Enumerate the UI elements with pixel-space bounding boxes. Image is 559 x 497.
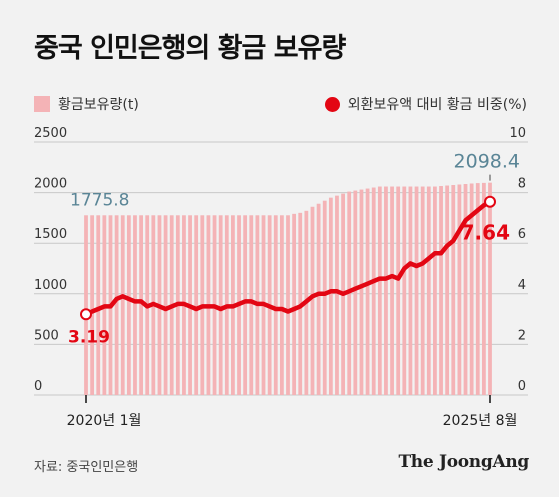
- bar: [481, 182, 486, 395]
- bar: [420, 186, 425, 395]
- bar: [353, 190, 358, 395]
- bar: [139, 215, 143, 395]
- bar: [402, 186, 407, 395]
- bar: [396, 186, 401, 395]
- bar: [365, 188, 370, 395]
- bar: [426, 186, 431, 395]
- bar: [90, 215, 95, 395]
- bar: [84, 215, 88, 395]
- line-last-label: 7.64: [461, 221, 510, 245]
- bar: [433, 186, 437, 395]
- bar: [273, 215, 278, 395]
- bar: [371, 187, 376, 395]
- bar: [469, 183, 474, 395]
- bar: [451, 185, 456, 395]
- y-right-tick-label: 4: [518, 278, 526, 293]
- bar: [163, 215, 168, 395]
- bar: [384, 186, 388, 395]
- bar: [243, 215, 248, 395]
- bar: [310, 206, 315, 395]
- y-left-tick-label: 0: [34, 379, 42, 394]
- bar: [408, 186, 413, 395]
- publisher-logo: The JoongAng: [398, 452, 529, 472]
- y-right-tick-label: 0: [518, 379, 526, 394]
- legend-line-label: 외환보유액 대비 황금 비중(%): [347, 97, 527, 113]
- y-left-tick-label: 2000: [34, 177, 67, 192]
- y-left-tick-label: 1000: [34, 278, 67, 293]
- legend-bar-swatch: [34, 96, 50, 112]
- bar-last-label: 2098.4: [454, 151, 520, 173]
- bar: [328, 197, 333, 395]
- line-first-label: 3.19: [68, 327, 110, 347]
- bar: [322, 200, 327, 395]
- y-left-tick-label: 1500: [34, 227, 67, 242]
- y-left-tick-label: 500: [34, 328, 59, 343]
- bar: [96, 215, 101, 395]
- line-start-point: [80, 308, 92, 321]
- bar: [463, 183, 468, 395]
- y-right-tick-label: 6: [518, 227, 526, 242]
- bar-first-label: 1775.8: [70, 190, 129, 210]
- bar: [249, 215, 254, 395]
- y-right-tick-label: 8: [518, 177, 526, 192]
- bar: [439, 186, 443, 395]
- y-right-tick-label: 2: [518, 328, 526, 343]
- bar: [445, 185, 450, 395]
- bar: [377, 186, 382, 395]
- x-label-end: 2025년 8월: [443, 413, 518, 429]
- bar: [292, 213, 297, 395]
- bar: [126, 215, 131, 395]
- source-note: 자료: 중국인민은행: [34, 460, 139, 475]
- legend-line: 외환보유액 대비 황금 비중(%): [324, 94, 527, 114]
- bar: [286, 215, 290, 395]
- y-right-tick-label: 10: [509, 126, 526, 141]
- chart-title: 중국 인민은행의 황금 보유량: [34, 33, 346, 64]
- bar: [120, 215, 125, 395]
- legend-bars: 황금보유량(t): [34, 94, 139, 114]
- line-end-point: [484, 195, 496, 208]
- bar: [335, 195, 339, 395]
- y-left-tick-label: 2500: [34, 126, 67, 141]
- bar: [457, 184, 462, 395]
- line-series: [83, 199, 493, 317]
- x-label-start: 2020년 1월: [67, 413, 142, 429]
- bar: [279, 215, 284, 395]
- bar: [488, 182, 492, 395]
- legend-bar-label: 황금보유량(t): [58, 97, 139, 113]
- bar: [218, 215, 223, 395]
- bar: [475, 183, 480, 395]
- bar: [316, 203, 321, 395]
- bar: [133, 215, 137, 395]
- bar: [114, 215, 119, 395]
- legend-line-swatch: [324, 96, 340, 112]
- bar: [390, 186, 394, 395]
- bar: [414, 186, 419, 395]
- bar: [359, 189, 364, 395]
- bar: [194, 215, 199, 395]
